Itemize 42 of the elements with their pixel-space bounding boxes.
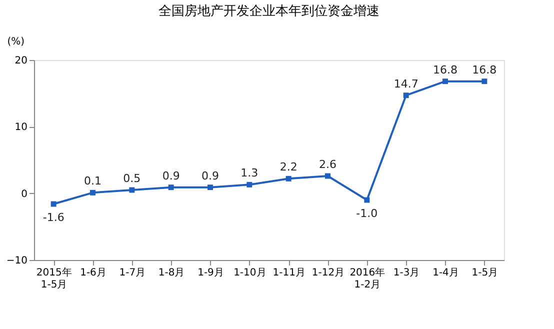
y-axis-title: (%) bbox=[7, 36, 25, 48]
point bbox=[364, 197, 370, 203]
x-tick-label: 1-9月 bbox=[198, 268, 224, 278]
data-label: 0.9 bbox=[202, 169, 219, 182]
point bbox=[168, 184, 174, 190]
x-tick-label: 1-8月 bbox=[158, 268, 185, 278]
y-tick-label: 20 bbox=[14, 56, 28, 66]
data-label: 1.3 bbox=[240, 166, 258, 180]
x-tick-label: 1-6月 bbox=[80, 268, 106, 278]
x-tick-label: 1-11月 bbox=[272, 268, 306, 278]
point bbox=[482, 78, 488, 84]
point bbox=[286, 176, 292, 182]
data-label: 0.5 bbox=[123, 172, 141, 185]
x-tick-label: 1-10月 bbox=[234, 268, 266, 278]
data-label: 0.1 bbox=[84, 174, 102, 188]
y-tick-label: 10 bbox=[14, 122, 28, 134]
x-tick-label: 1-4月 bbox=[432, 268, 459, 278]
data-label: 14.7 bbox=[394, 77, 418, 90]
point bbox=[208, 184, 213, 190]
y-tick-label: −10 bbox=[6, 256, 28, 266]
x-tick-label: 1-12月 bbox=[312, 268, 345, 278]
point bbox=[325, 173, 330, 179]
x-tick-label: 1-7月 bbox=[119, 268, 146, 278]
data-label: 2.2 bbox=[280, 160, 298, 174]
data-label: -1.0 bbox=[356, 207, 378, 220]
data-label: 16.8 bbox=[433, 63, 458, 76]
point bbox=[442, 78, 448, 84]
chart-title: 全国房地产开发企业本年到位资金增速 bbox=[158, 3, 380, 19]
point bbox=[403, 92, 409, 98]
data-label: -1.6 bbox=[42, 211, 64, 224]
x-tick-label: 2016年 1-2月 bbox=[350, 266, 386, 290]
data-label: 16.8 bbox=[472, 63, 497, 76]
point bbox=[246, 182, 252, 188]
data-label: 2.6 bbox=[319, 158, 336, 171]
point bbox=[129, 187, 135, 193]
point bbox=[90, 190, 96, 196]
data-label: 0.9 bbox=[162, 169, 180, 182]
x-tick-label: 1-5月 bbox=[472, 268, 498, 278]
y-tick-label: 0 bbox=[21, 188, 28, 200]
x-tick-label: 2015年 1-5月 bbox=[36, 266, 72, 290]
x-tick-label: 1-3月 bbox=[393, 268, 420, 278]
point bbox=[50, 201, 56, 207]
